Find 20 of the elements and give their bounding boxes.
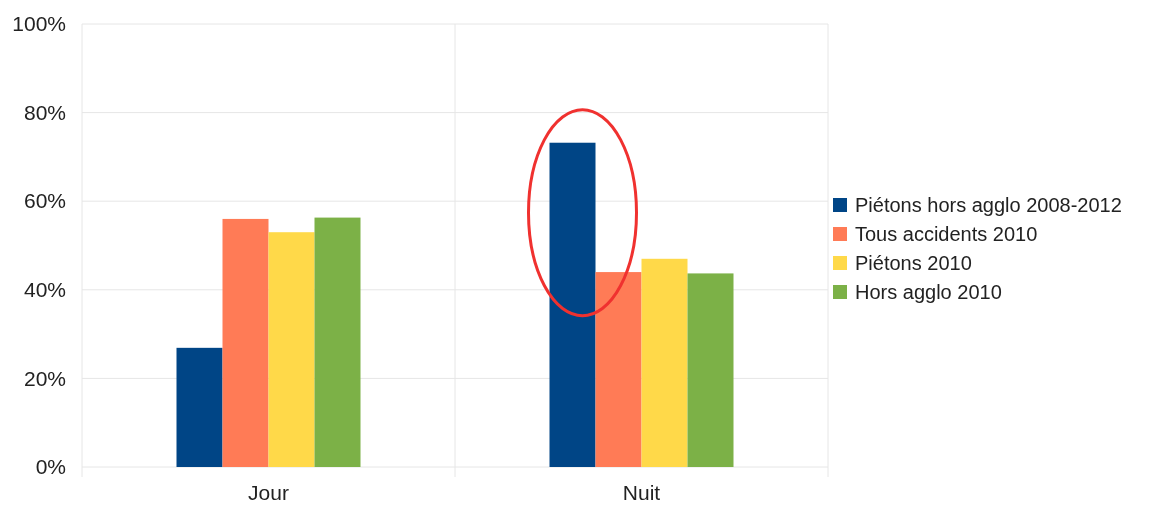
bar bbox=[222, 218, 269, 467]
bar bbox=[314, 217, 361, 467]
bar bbox=[641, 258, 688, 467]
y-tick-label: 60% bbox=[23, 189, 66, 213]
legend-label: Hors agglo 2010 bbox=[855, 281, 1002, 303]
y-tick-label: 40% bbox=[23, 278, 66, 302]
legend-label: Piétons hors agglo 2008-2012 bbox=[855, 194, 1122, 216]
y-tick-label: 100% bbox=[12, 12, 66, 36]
y-tick-label: 0% bbox=[35, 455, 66, 479]
x-tick-label: Nuit bbox=[622, 480, 661, 504]
bar bbox=[595, 272, 642, 467]
legend-label: Piétons 2010 bbox=[855, 252, 972, 274]
y-tick-label: 20% bbox=[23, 366, 66, 390]
bar bbox=[687, 273, 734, 467]
bar bbox=[176, 347, 223, 467]
bar bbox=[549, 142, 596, 467]
legend-label: Tous accidents 2010 bbox=[855, 223, 1038, 245]
x-tick-label: Jour bbox=[248, 480, 289, 504]
bar bbox=[268, 232, 315, 467]
y-tick-label: 80% bbox=[23, 100, 66, 124]
